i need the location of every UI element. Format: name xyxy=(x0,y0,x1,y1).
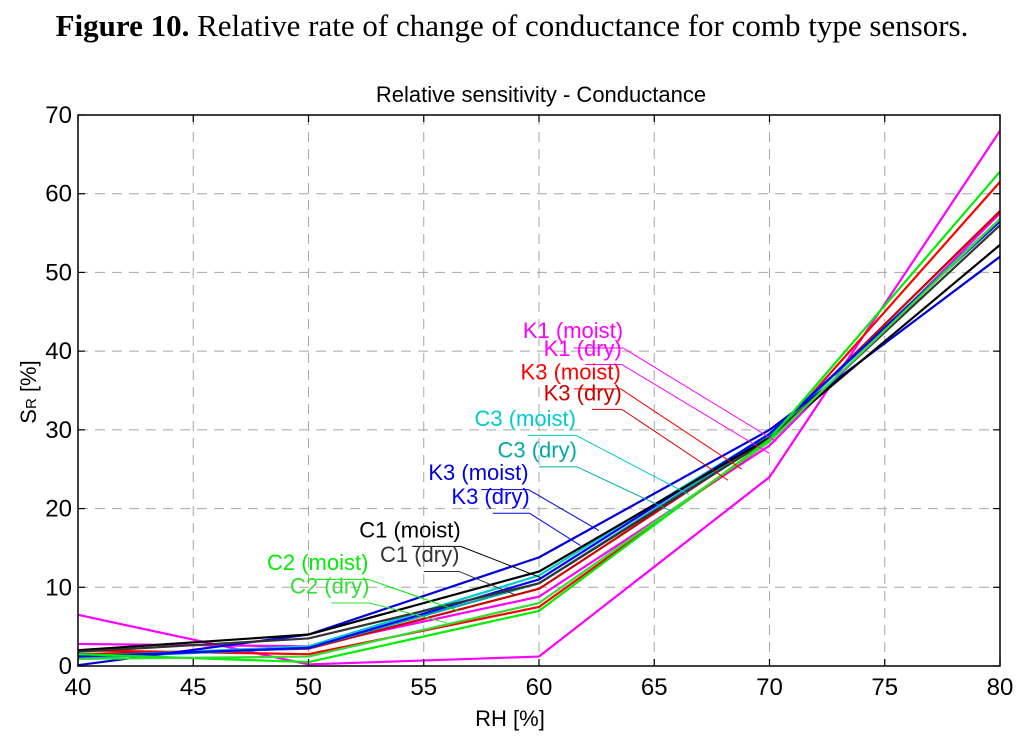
figure-caption: Figure 10. Relative rate of change of co… xyxy=(0,8,1024,44)
x-tick-label: 60 xyxy=(526,674,553,701)
y-axis-label-main: S xyxy=(16,409,41,424)
label-leader-line xyxy=(576,466,673,513)
series-lines xyxy=(77,130,1001,667)
series-label: C1 (moist) xyxy=(359,518,460,543)
series-line xyxy=(77,181,1001,656)
y-tick-label: 20 xyxy=(45,496,72,523)
axis-ticks: 40 45 50 55 60 65 70 75 80 0 10 20 30 40 50 60 70 xyxy=(45,102,1013,701)
series-label: K1 (moist) xyxy=(523,318,623,343)
y-tick-label: 30 xyxy=(45,417,72,444)
series-labels: K1 (moist)K1 (dry)K3 (moist)K3 (dry)C3 (… xyxy=(267,318,623,599)
series-label: K3 (moist) xyxy=(428,460,528,485)
y-tick-label: 10 xyxy=(45,574,72,601)
label-leader-line xyxy=(459,571,517,596)
y-tick-label: 40 xyxy=(45,338,72,365)
series-label: C2 (moist) xyxy=(267,550,368,575)
x-tick-label: 75 xyxy=(871,674,898,701)
series-line xyxy=(77,170,1001,664)
x-axis-label: RH [%] xyxy=(475,706,545,731)
label-leaders xyxy=(308,347,777,624)
y-axis-label-rest: [%] xyxy=(16,360,41,398)
label-leader-line xyxy=(528,489,600,532)
x-tick-label: 45 xyxy=(180,674,207,701)
x-tick-label: 80 xyxy=(987,674,1014,701)
x-tick-label: 40 xyxy=(65,674,92,701)
chart-title: Relative sensitivity - Conductance xyxy=(376,82,706,107)
series-label: C3 (moist) xyxy=(474,406,575,431)
y-tick-label: 0 xyxy=(59,653,72,680)
series-label: K3 (moist) xyxy=(521,359,621,384)
label-leader-line xyxy=(529,512,581,546)
label-leader-line xyxy=(620,388,743,470)
series-line xyxy=(77,218,1001,661)
label-leader-line xyxy=(575,434,690,495)
y-axis-label: SR [%] xyxy=(16,360,41,423)
y-tick-label: 60 xyxy=(45,181,72,208)
label-leader-line xyxy=(621,408,729,481)
series-label: K1 (dry) xyxy=(544,336,622,361)
x-tick-label: 55 xyxy=(410,674,437,701)
y-tick-label: 70 xyxy=(45,102,72,129)
x-tick-label: 50 xyxy=(295,674,322,701)
label-leader-line xyxy=(369,602,447,624)
x-tick-label: 65 xyxy=(641,674,668,701)
figure-caption-text: Relative rate of change of conductance f… xyxy=(189,8,969,43)
label-leader-line xyxy=(460,545,542,579)
series-line xyxy=(77,220,1001,658)
x-tick-label: 70 xyxy=(756,674,783,701)
y-tick-label: 50 xyxy=(45,259,72,286)
series-line xyxy=(77,244,1001,652)
series-label: C3 (dry) xyxy=(498,437,577,462)
series-label: K3 (dry) xyxy=(544,381,622,406)
label-leader-line xyxy=(368,578,459,612)
figure-caption-lead: Figure 10. xyxy=(55,8,190,43)
chart-grid xyxy=(78,115,1000,666)
series-label: C2 (dry) xyxy=(290,574,369,599)
y-axis-label-sub: R xyxy=(23,398,40,409)
series-label: C1 (dry) xyxy=(380,542,459,567)
series-label: K3 (dry) xyxy=(451,484,529,509)
label-leader-line xyxy=(621,364,770,454)
label-leader-line xyxy=(622,347,777,443)
